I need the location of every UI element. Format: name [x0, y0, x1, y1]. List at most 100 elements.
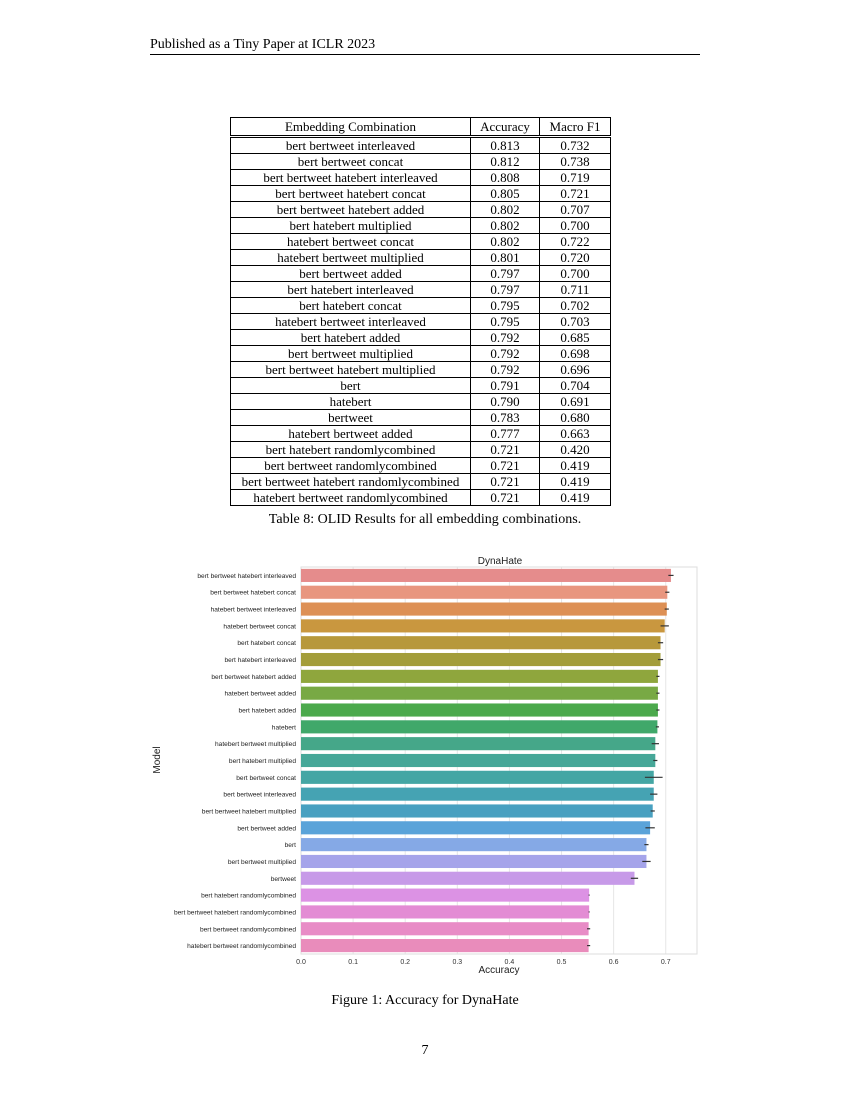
table-row: hatebert bertweet added 0.777 0.663 — [230, 425, 611, 442]
cell-macro-f1: 0.704 — [539, 377, 611, 394]
bar — [301, 888, 590, 902]
cell-embedding-combination: hatebert bertweet concat — [230, 233, 471, 250]
bar — [301, 720, 658, 734]
cell-macro-f1: 0.419 — [539, 457, 611, 474]
cell-accuracy: 0.777 — [470, 425, 540, 442]
y-tick-label: hatebert bertweet randomlycombined — [187, 943, 296, 950]
cell-embedding-combination: hatebert bertweet randomlycombined — [230, 489, 471, 506]
x-tick-label: 0.4 — [505, 959, 515, 966]
cell-accuracy: 0.812 — [470, 153, 540, 170]
table-row: bert bertweet hatebert added 0.802 0.707 — [230, 201, 611, 218]
bar — [301, 787, 654, 801]
cell-accuracy: 0.792 — [470, 329, 540, 346]
page-number: 7 — [421, 1043, 429, 1058]
cell-accuracy: 0.721 — [470, 473, 540, 490]
cell-macro-f1: 0.732 — [539, 136, 611, 154]
table-row: hatebert bertweet interleaved 0.795 0.703 — [230, 313, 611, 330]
bar — [301, 686, 658, 700]
cell-macro-f1: 0.700 — [539, 217, 611, 234]
y-tick-label: hatebert bertweet interleaved — [211, 607, 297, 614]
cell-embedding-combination: bert hatebert randomlycombined — [230, 441, 471, 458]
cell-macro-f1: 0.722 — [539, 233, 611, 250]
x-tick-label: 0.6 — [609, 959, 619, 966]
cell-macro-f1: 0.719 — [539, 169, 611, 186]
x-tick-label: 0.1 — [348, 959, 358, 966]
table-row: hatebert bertweet concat 0.802 0.722 — [230, 233, 611, 250]
cell-embedding-combination: bert bertweet concat — [230, 153, 471, 170]
cell-embedding-combination: bert hatebert concat — [230, 297, 471, 314]
figure-caption: Figure 1: Accuracy for DynaHate — [331, 993, 519, 1008]
cell-embedding-combination: bert bertweet added — [230, 265, 471, 282]
y-tick-label: hatebert bertweet added — [225, 691, 297, 698]
bar — [301, 871, 635, 885]
table-header-row: Embedding Combination Accuracy Macro F1 — [230, 117, 611, 137]
cell-accuracy: 0.721 — [470, 489, 540, 506]
cell-macro-f1: 0.703 — [539, 313, 611, 330]
cell-accuracy: 0.795 — [470, 297, 540, 314]
cell-embedding-combination: bertweet — [230, 409, 471, 426]
chart-bars: bert bertweet hatebert interleaved bert b… — [174, 568, 674, 953]
results-table: Embedding Combination Accuracy Macro F1 … — [230, 117, 611, 506]
cell-accuracy: 0.783 — [470, 409, 540, 426]
cell-macro-f1: 0.711 — [539, 281, 611, 298]
accuracy-bar-chart: DynaHate bert bertweet hatebert interlea… — [152, 556, 698, 976]
cell-accuracy: 0.808 — [470, 169, 540, 186]
table-row: bert bertweet concat 0.812 0.738 — [230, 153, 611, 170]
y-tick-label: hatebert bertweet concat — [223, 623, 296, 630]
table-row: bert bertweet hatebert concat 0.805 0.721 — [230, 185, 611, 202]
cell-accuracy: 0.802 — [470, 201, 540, 218]
bar — [301, 585, 668, 599]
cell-embedding-combination: bert bertweet randomlycombined — [230, 457, 471, 474]
cell-embedding-combination: bert — [230, 377, 471, 394]
y-tick-label: bert bertweet interleaved — [223, 792, 296, 799]
table-row: bert hatebert added 0.792 0.685 — [230, 329, 611, 346]
cell-accuracy: 0.802 — [470, 233, 540, 250]
x-tick-label: 0.3 — [452, 959, 462, 966]
y-tick-label: bert hatebert interleaved — [225, 657, 297, 664]
y-tick-label: bert hatebert randomlycombined — [201, 893, 296, 900]
cell-embedding-combination: bert bertweet hatebert randomlycombined — [230, 473, 471, 490]
table-row: hatebert bertweet multiplied 0.801 0.720 — [230, 249, 611, 266]
x-tick-label: 0.5 — [557, 959, 567, 966]
table-caption: Table 8: OLID Results for all embedding … — [268, 512, 582, 527]
y-tick-label: hatebert bertweet multiplied — [215, 741, 296, 748]
bar — [301, 939, 589, 953]
table-row: bert 0.791 0.704 — [230, 377, 611, 394]
cell-macro-f1: 0.698 — [539, 345, 611, 362]
x-tick-label: 0.0 — [296, 959, 306, 966]
header-rule — [150, 54, 700, 55]
y-axis-label: Model — [152, 746, 163, 773]
bar — [301, 619, 665, 633]
bar — [301, 821, 651, 835]
cell-embedding-combination: bert bertweet interleaved — [230, 136, 471, 154]
table-row: bert bertweet hatebert interleaved 0.808 0… — [230, 169, 611, 186]
bar — [301, 737, 656, 751]
y-tick-label: bert hatebert concat — [237, 640, 296, 647]
header-macro-f1: Macro F1 — [539, 117, 611, 137]
y-tick-label: bert bertweet hatebert concat — [210, 590, 296, 597]
y-tick-label: bert bertweet concat — [236, 775, 296, 782]
table-row: bert hatebert multiplied 0.802 0.700 — [230, 217, 611, 234]
table-row: bert bertweet multiplied 0.792 0.698 — [230, 345, 611, 362]
y-tick-label: bert hatebert added — [238, 708, 296, 715]
table-row: bert bertweet hatebert randomlycombined 0… — [230, 473, 611, 490]
cell-embedding-combination: hatebert bertweet interleaved — [230, 313, 471, 330]
cell-macro-f1: 0.419 — [539, 489, 611, 506]
cell-accuracy: 0.801 — [470, 249, 540, 266]
table-row: bert bertweet hatebert multiplied 0.792 0.… — [230, 361, 611, 378]
cell-accuracy: 0.797 — [470, 265, 540, 282]
cell-accuracy: 0.802 — [470, 217, 540, 234]
cell-embedding-combination: hatebert — [230, 393, 471, 410]
bar — [301, 804, 653, 818]
y-tick-label: hatebert — [272, 724, 296, 731]
y-tick-label: bertweet — [271, 876, 296, 883]
table-row: bert hatebert randomlycombined 0.721 0.420 — [230, 441, 611, 458]
table-row: bert bertweet added 0.797 0.700 — [230, 265, 611, 282]
bar — [301, 838, 647, 852]
cell-embedding-combination: bert bertweet hatebert interleaved — [230, 169, 471, 186]
x-tick-label: 0.2 — [400, 959, 410, 966]
chart-x-ticks: 0.0 0.1 0.2 0.3 0.4 0.5 0.6 0.7 — [296, 959, 671, 966]
x-tick-label: 0.7 — [661, 959, 671, 966]
cell-macro-f1: 0.420 — [539, 441, 611, 458]
bar — [301, 602, 667, 616]
